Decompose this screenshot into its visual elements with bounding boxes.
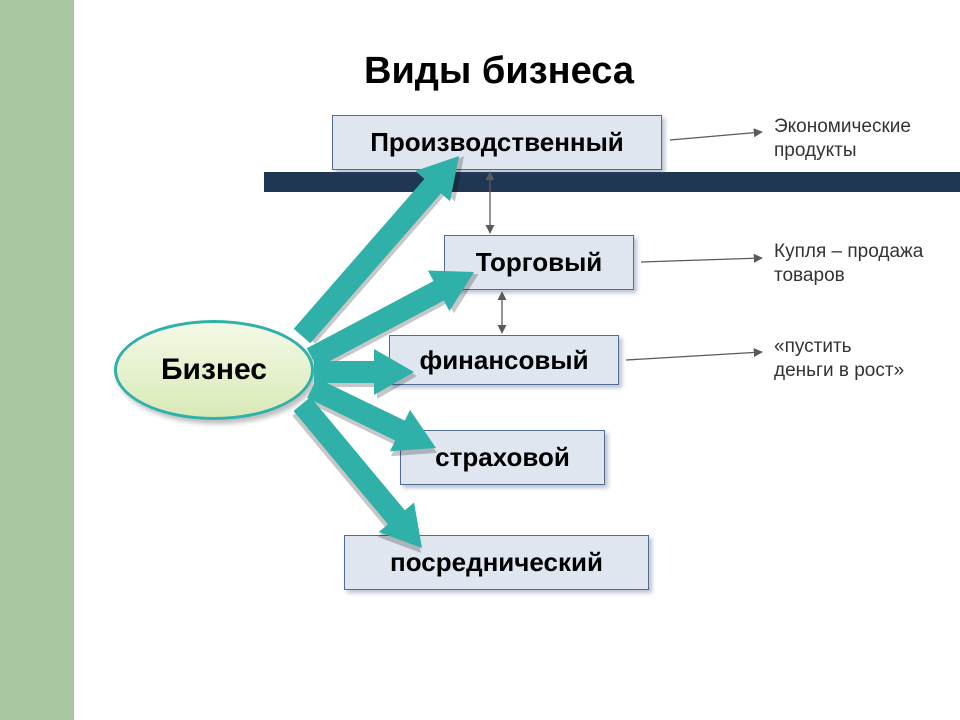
central-node-business: Бизнес [114, 320, 314, 420]
box-label: Торговый [476, 247, 603, 278]
desc-production: Экономическиепродукты [774, 115, 911, 163]
dark-horizontal-bar [264, 172, 960, 192]
box-insurance: страховой [400, 430, 605, 485]
box-production: Производственный [332, 115, 662, 170]
box-label: посреднический [390, 547, 603, 578]
page-title: Виды бизнеса [364, 50, 634, 93]
box-label: Производственный [370, 127, 624, 158]
box-label: страховой [435, 442, 570, 473]
left-sidebar [0, 0, 74, 720]
box-label: финансовый [419, 345, 588, 376]
diagram-canvas: Виды бизнеса Бизнес Производственный Тор… [74, 0, 960, 720]
desc-trade: Купля – продажатоваров [774, 240, 923, 288]
box-intermediary: посреднический [344, 535, 649, 590]
box-financial: финансовый [389, 335, 619, 385]
desc-financial: «пуститьденьги в рост» [774, 335, 904, 383]
box-trade: Торговый [444, 235, 634, 290]
central-node-label: Бизнес [161, 353, 267, 387]
